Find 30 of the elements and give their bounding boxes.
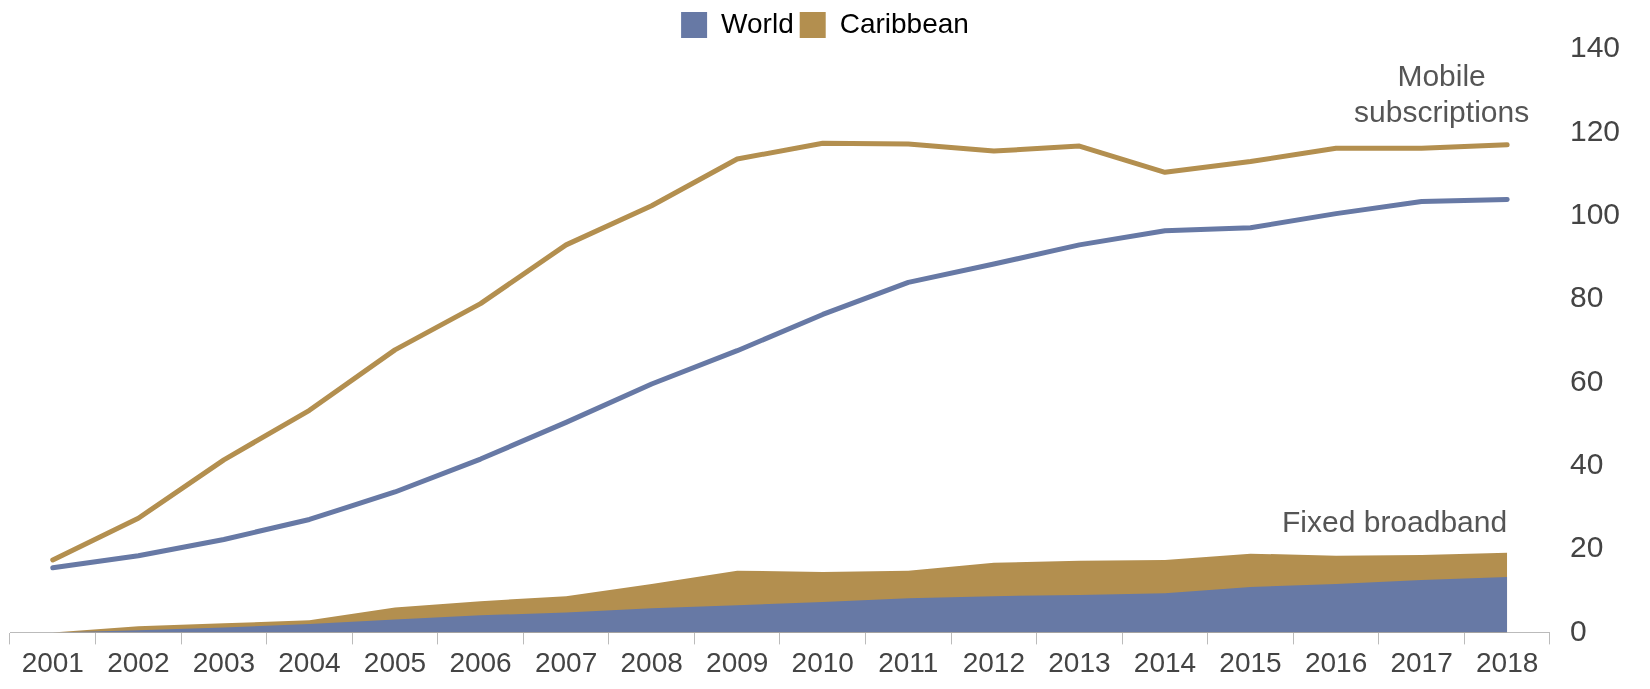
x-tick-label: 2003	[192, 646, 256, 678]
x-tick-label: 2014	[1133, 646, 1197, 678]
x-tick-label: 2006	[449, 646, 512, 678]
x-tick-label: 2007	[534, 646, 598, 678]
y-tick-label: 0	[1569, 613, 1587, 647]
y-tick-label: 40	[1569, 446, 1604, 480]
x-tick-label: 2004	[278, 646, 341, 678]
x-tick-label: 2018	[1476, 646, 1539, 678]
x-tick-label: 2009	[706, 646, 769, 678]
y-tick-label: 80	[1569, 280, 1604, 314]
x-tick-label: 2015	[1219, 646, 1282, 678]
x-tick-label: 2001	[21, 646, 84, 678]
x-tick-label: 2013	[1048, 646, 1111, 678]
x-tick-label: 2010	[791, 646, 854, 678]
x-tick-label: 2011	[878, 646, 939, 678]
x-tick-label: 2002	[107, 646, 170, 678]
y-tick-label: 140	[1569, 30, 1621, 64]
y-tick-label: 60	[1569, 363, 1604, 397]
annotation: Fixed broadband	[1282, 505, 1508, 539]
annotation: Mobile subscriptions	[1354, 59, 1530, 129]
legend-label: World	[721, 7, 794, 39]
y-tick-label: 100	[1569, 196, 1621, 230]
x-tick-label: 2005	[363, 646, 427, 678]
x-tick-label: 2016	[1304, 646, 1368, 678]
legend-label: Caribbean	[839, 7, 969, 39]
x-tick-label: 2017	[1390, 646, 1453, 678]
x-tick-label: 2012	[962, 646, 1025, 678]
y-tick-label: 120	[1569, 113, 1621, 147]
x-tick-label: 2008	[620, 646, 683, 678]
y-tick-label: 20	[1569, 530, 1604, 564]
